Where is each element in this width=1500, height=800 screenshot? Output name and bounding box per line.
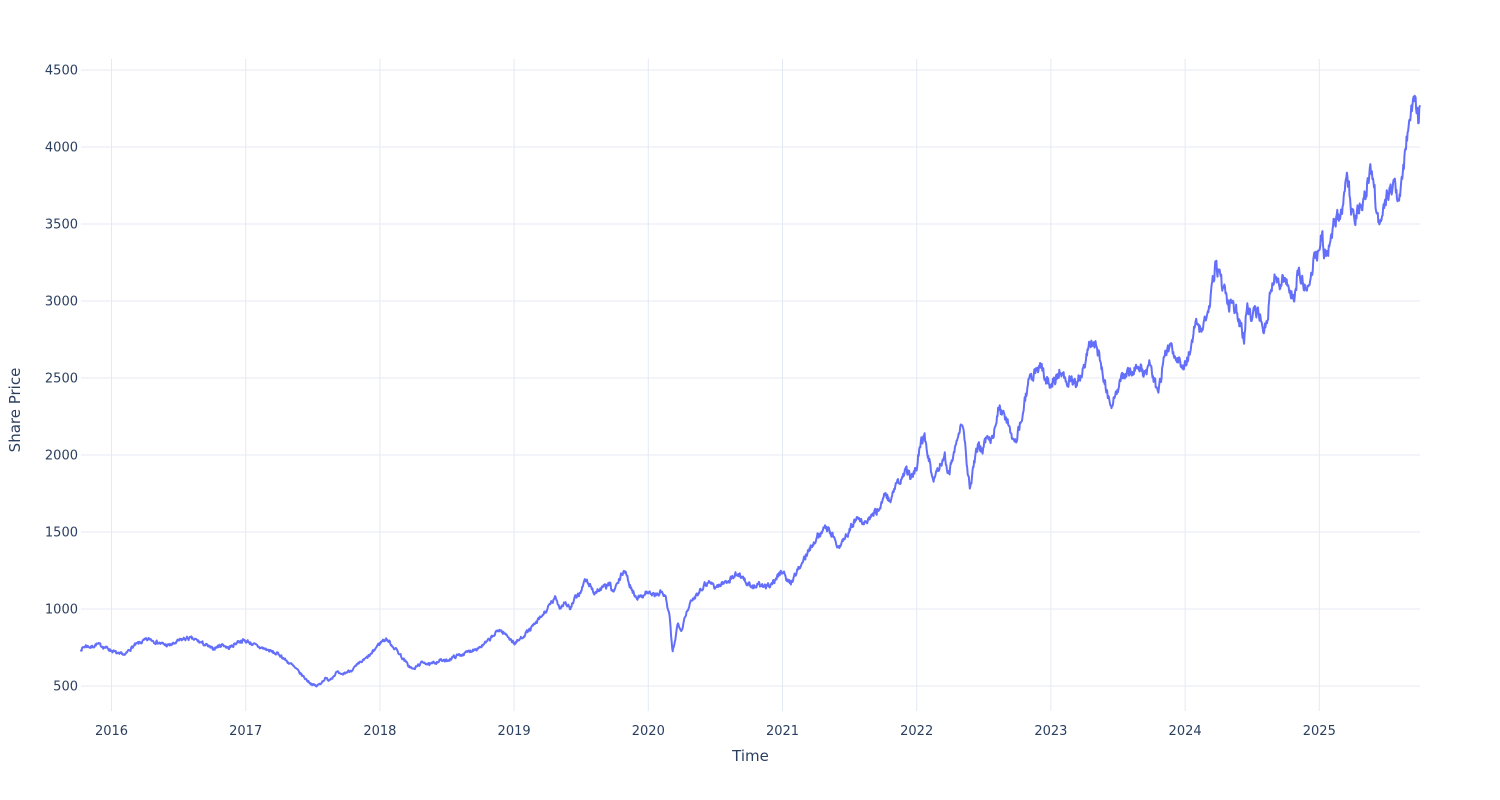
y-tick-label: 1000 [45,603,78,618]
price-series-line [80,94,1421,688]
x-tick-label: 2024 [1169,724,1202,739]
x-tick-label: 2025 [1303,724,1336,739]
x-tick-label: 2021 [766,724,799,739]
grid-layer [81,59,1420,711]
x-tick-label: 2023 [1034,724,1067,739]
y-tick-label: 3500 [45,218,78,233]
tick-layer: 2016 2017 2018 2019 2020 2021 2022 2023 2024 2025… [45,64,1336,740]
y-tick-label: 3000 [45,295,78,310]
y-tick-label: 4000 [45,141,78,156]
y-tick-label: 1500 [45,526,78,541]
y-tick-label: 500 [53,680,78,695]
y-tick-label: 2500 [45,372,78,387]
series-layer [80,94,1421,688]
x-tick-label: 2019 [498,724,531,739]
y-axis-title: Share Price [6,368,24,453]
x-tick-label: 2016 [95,724,128,739]
x-tick-label: 2022 [900,724,933,739]
x-axis-title: Time [731,747,769,765]
x-tick-label: 2018 [363,724,396,739]
y-tick-label: 2000 [45,449,78,464]
x-tick-label: 2017 [229,724,262,739]
y-tick-label: 4500 [45,64,78,79]
x-tick-label: 2020 [632,724,665,739]
